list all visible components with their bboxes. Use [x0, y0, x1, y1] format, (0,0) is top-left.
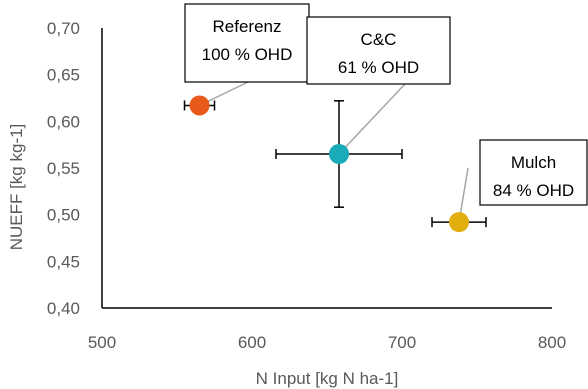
tick-labels: 500 600 700 800 0,40 0,45 0,50 0,55 0,60 0,65 0,70	[47, 19, 566, 352]
data-point	[189, 95, 210, 116]
x-axis-title: N Input [kg N ha-1]	[256, 369, 399, 388]
callout-label: Referenz	[213, 17, 282, 36]
data-point	[329, 144, 349, 164]
callout-box	[306, 16, 451, 85]
y-tick-label: 0,65	[47, 66, 80, 85]
y-tick-label: 0,50	[47, 206, 80, 225]
y-tick-label: 0,70	[47, 19, 80, 38]
x-tick-label: 700	[388, 333, 416, 352]
callout-box	[184, 3, 310, 83]
callouts: Referenz 100 % OHD C&C 61 % OHD Mulch 84 % OH…	[184, 3, 588, 223]
x-tick-label: 500	[88, 333, 116, 352]
axes	[101, 28, 552, 309]
callout-label: 84 % OHD	[493, 181, 574, 200]
callout-label: 100 % OHD	[202, 45, 293, 64]
y-tick-label: 0,45	[47, 252, 80, 271]
y-axis-title: NUEFF [kg kg-1]	[7, 124, 26, 251]
callout-box	[479, 139, 588, 206]
y-tick-label: 0,60	[47, 112, 80, 131]
callout-leader-line	[338, 83, 406, 155]
y-tick-label: 0,40	[47, 299, 80, 318]
data-point	[449, 212, 469, 233]
callout-label: C&C	[361, 30, 397, 49]
x-tick-label: 800	[538, 333, 566, 352]
y-tick-label: 0,55	[47, 159, 80, 178]
callout-label: Mulch	[511, 153, 556, 172]
data-marks	[183, 95, 487, 233]
x-tick-label: 600	[238, 333, 266, 352]
callout-label: 61 % OHD	[338, 58, 419, 77]
